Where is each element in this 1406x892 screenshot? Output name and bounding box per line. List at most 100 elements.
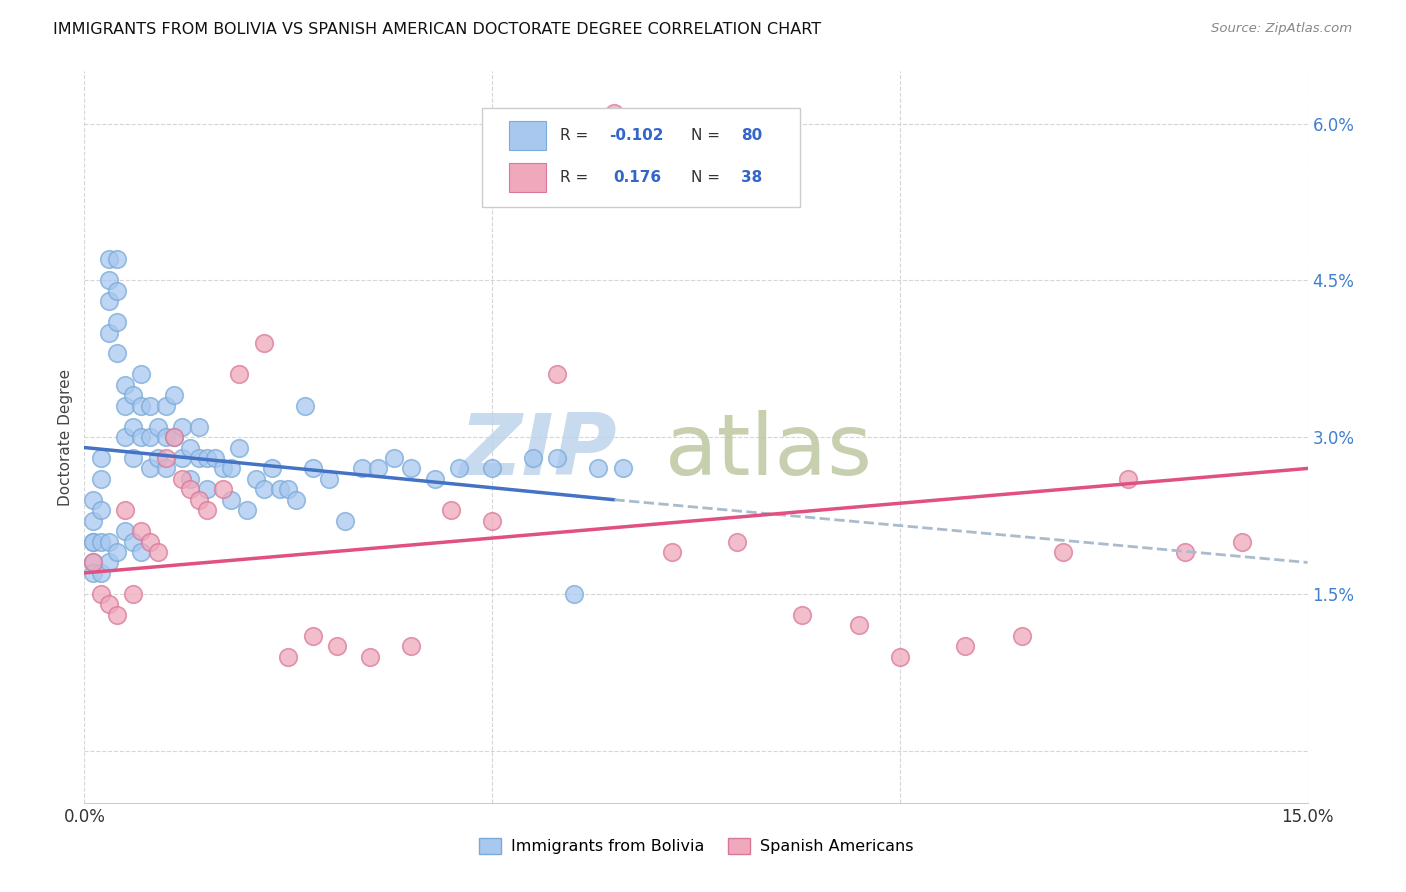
Text: 80: 80 <box>741 128 762 143</box>
Point <box>146 450 169 465</box>
Point <box>138 399 160 413</box>
Point <box>82 514 104 528</box>
Point <box>82 534 104 549</box>
Point <box>195 503 218 517</box>
Point <box>155 461 177 475</box>
Point <box>90 450 112 465</box>
Point <box>138 461 160 475</box>
Point <box>562 587 585 601</box>
FancyBboxPatch shape <box>482 108 800 207</box>
Point <box>97 294 120 309</box>
Point <box>114 503 136 517</box>
Point <box>97 326 120 340</box>
Point <box>546 368 568 382</box>
Point <box>1052 545 1074 559</box>
Point <box>269 483 291 497</box>
Point <box>228 441 250 455</box>
Text: N =: N = <box>692 169 725 185</box>
Point <box>179 472 201 486</box>
Point <box>586 461 609 475</box>
Point <box>82 556 104 570</box>
Point <box>440 503 463 517</box>
Point <box>1232 534 1254 549</box>
Point <box>82 566 104 580</box>
Point <box>790 607 813 622</box>
Point <box>155 450 177 465</box>
Point <box>367 461 389 475</box>
Point <box>301 461 323 475</box>
Point <box>219 461 242 475</box>
Point <box>1174 545 1197 559</box>
Point <box>122 534 145 549</box>
Point <box>204 450 226 465</box>
Point <box>546 450 568 465</box>
Point <box>1011 629 1033 643</box>
Point <box>245 472 267 486</box>
Point <box>82 534 104 549</box>
Point <box>1116 472 1139 486</box>
Point <box>399 461 422 475</box>
Point <box>114 524 136 538</box>
Point <box>97 597 120 611</box>
Point <box>131 399 153 413</box>
Point <box>848 618 870 632</box>
Text: 0.176: 0.176 <box>613 169 661 185</box>
Point <box>131 545 153 559</box>
Point <box>82 492 104 507</box>
Point <box>294 399 316 413</box>
Point <box>131 368 153 382</box>
Text: N =: N = <box>692 128 725 143</box>
Point <box>725 534 748 549</box>
Point <box>612 461 634 475</box>
Point <box>90 503 112 517</box>
Point <box>105 252 128 267</box>
Point <box>236 503 259 517</box>
Point <box>146 419 169 434</box>
Point <box>90 534 112 549</box>
Point <box>277 649 299 664</box>
Point <box>661 545 683 559</box>
Point <box>172 450 194 465</box>
Point <box>187 419 209 434</box>
Point <box>195 483 218 497</box>
Point <box>114 399 136 413</box>
Point <box>179 441 201 455</box>
Point <box>359 649 381 664</box>
Point <box>114 377 136 392</box>
Point <box>603 106 626 120</box>
Point <box>187 450 209 465</box>
Point <box>423 472 446 486</box>
Point <box>253 336 276 351</box>
Text: R =: R = <box>560 128 593 143</box>
Point <box>889 649 911 664</box>
Y-axis label: Doctorate Degree: Doctorate Degree <box>58 368 73 506</box>
Text: atlas: atlas <box>665 410 873 493</box>
Point <box>318 472 340 486</box>
Point <box>195 450 218 465</box>
Point <box>382 450 405 465</box>
Point <box>326 639 349 653</box>
Text: Source: ZipAtlas.com: Source: ZipAtlas.com <box>1212 22 1353 36</box>
Point <box>105 346 128 360</box>
Point <box>260 461 283 475</box>
Point <box>105 284 128 298</box>
Point <box>212 461 235 475</box>
Point <box>122 388 145 402</box>
Point <box>163 430 186 444</box>
Text: 38: 38 <box>741 169 762 185</box>
Point <box>105 545 128 559</box>
Point <box>90 587 112 601</box>
Point <box>481 514 503 528</box>
Point <box>97 534 120 549</box>
Point <box>122 419 145 434</box>
Point <box>399 639 422 653</box>
Point <box>481 461 503 475</box>
FancyBboxPatch shape <box>509 162 546 192</box>
Point <box>155 430 177 444</box>
Text: IMMIGRANTS FROM BOLIVIA VS SPANISH AMERICAN DOCTORATE DEGREE CORRELATION CHART: IMMIGRANTS FROM BOLIVIA VS SPANISH AMERI… <box>53 22 821 37</box>
Point <box>449 461 471 475</box>
Point <box>146 545 169 559</box>
Point <box>105 315 128 329</box>
Point <box>90 566 112 580</box>
FancyBboxPatch shape <box>509 120 546 150</box>
